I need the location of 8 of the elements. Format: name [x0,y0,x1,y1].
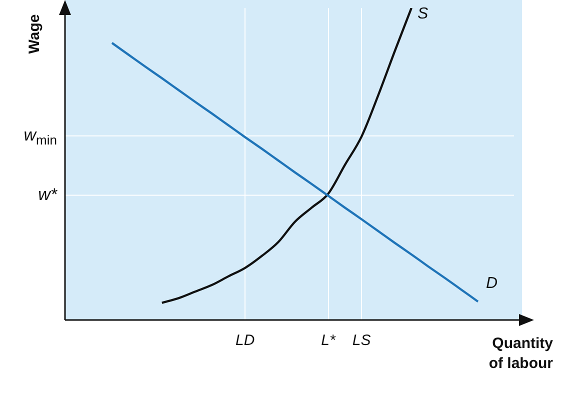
ref-line-label: w* [38,184,58,204]
x-tick-label: L* [321,332,337,350]
y-axis-title: Wage [26,14,44,54]
series-label: D [486,275,498,292]
series-label: S [417,5,428,22]
x-tick-label: LD [235,332,255,350]
x-axis-title: Quantity of labour [488,335,554,372]
x-tick-label: LS [352,332,371,350]
